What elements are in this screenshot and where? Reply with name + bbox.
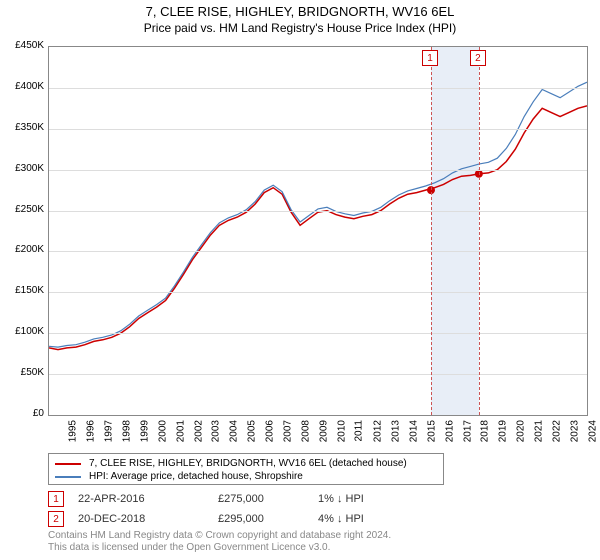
y-axis-label: £450K <box>4 40 44 51</box>
footer-line-2: This data is licensed under the Open Gov… <box>48 542 391 554</box>
x-axis-label: 2007 <box>282 420 293 442</box>
x-axis-label: 1999 <box>139 420 150 442</box>
grid-line <box>49 292 587 293</box>
x-axis-label: 2005 <box>247 420 258 442</box>
legend-swatch-hpi <box>55 476 81 478</box>
x-axis-label: 2001 <box>175 420 186 442</box>
x-axis-label: 1998 <box>121 420 132 442</box>
y-axis-label: £50K <box>4 367 44 378</box>
y-axis-label: £250K <box>4 204 44 215</box>
x-axis-label: 1995 <box>67 420 78 442</box>
grid-line <box>49 88 587 89</box>
x-axis-label: 2020 <box>516 420 527 442</box>
legend-row-property: 7, CLEE RISE, HIGHLEY, BRIDGNORTH, WV16 … <box>55 457 437 470</box>
grid-line <box>49 211 587 212</box>
legend-box: 7, CLEE RISE, HIGHLEY, BRIDGNORTH, WV16 … <box>48 453 444 485</box>
sale-vline <box>479 47 480 415</box>
sale-price-1: £275,000 <box>218 493 318 505</box>
footer-text: Contains HM Land Registry data © Crown c… <box>48 530 391 554</box>
sale-marker-2: 2 <box>48 511 64 527</box>
chart-title: 7, CLEE RISE, HIGHLEY, BRIDGNORTH, WV16 … <box>0 4 600 19</box>
title-area: 7, CLEE RISE, HIGHLEY, BRIDGNORTH, WV16 … <box>0 0 600 35</box>
x-axis-label: 2010 <box>336 420 347 442</box>
chart-plot-area <box>48 46 588 416</box>
chart-container: 7, CLEE RISE, HIGHLEY, BRIDGNORTH, WV16 … <box>0 0 600 560</box>
x-axis-label: 2003 <box>211 420 222 442</box>
series-line-property <box>49 106 587 350</box>
x-axis-label: 2017 <box>462 420 473 442</box>
x-axis-label: 2023 <box>569 420 580 442</box>
x-axis-label: 2014 <box>408 420 419 442</box>
sale-top-marker: 2 <box>470 50 486 66</box>
x-axis-label: 2024 <box>587 420 598 442</box>
grid-line <box>49 333 587 334</box>
y-axis-label: £0 <box>4 408 44 419</box>
sale-date-1: 22-APR-2016 <box>78 493 218 505</box>
sale-top-marker: 1 <box>422 50 438 66</box>
y-axis-label: £300K <box>4 163 44 174</box>
x-axis-label: 2006 <box>265 420 276 442</box>
series-line-hpi <box>49 82 587 347</box>
grid-line <box>49 374 587 375</box>
sale-price-2: £295,000 <box>218 513 318 525</box>
sale-marker-1: 1 <box>48 491 64 507</box>
legend-row-hpi: HPI: Average price, detached house, Shro… <box>55 470 437 483</box>
x-axis-label: 2019 <box>498 420 509 442</box>
y-axis-label: £200K <box>4 244 44 255</box>
x-axis-label: 2002 <box>193 420 204 442</box>
sale-row-1: 1 22-APR-2016 £275,000 1% ↓ HPI <box>48 491 364 507</box>
x-axis-label: 2011 <box>353 420 364 442</box>
x-axis-label: 1996 <box>85 420 96 442</box>
sale-diff-2: 4% ↓ HPI <box>318 513 364 525</box>
sale-date-2: 20-DEC-2018 <box>78 513 218 525</box>
footer-line-1: Contains HM Land Registry data © Crown c… <box>48 530 391 542</box>
y-axis-label: £400K <box>4 81 44 92</box>
x-axis-label: 2016 <box>444 420 455 442</box>
chart-svg <box>49 47 587 415</box>
sale-diff-1: 1% ↓ HPI <box>318 493 364 505</box>
sale-vline <box>431 47 432 415</box>
x-axis-label: 2012 <box>372 420 383 442</box>
x-axis-label: 2018 <box>480 420 491 442</box>
x-axis-label: 2009 <box>318 420 329 442</box>
sale-row-2: 2 20-DEC-2018 £295,000 4% ↓ HPI <box>48 511 364 527</box>
legend-label-hpi: HPI: Average price, detached house, Shro… <box>89 471 303 482</box>
legend-swatch-property <box>55 463 81 465</box>
grid-line <box>49 129 587 130</box>
x-axis-label: 1997 <box>103 420 114 442</box>
x-axis-label: 2000 <box>157 420 168 442</box>
legend-label-property: 7, CLEE RISE, HIGHLEY, BRIDGNORTH, WV16 … <box>89 458 407 469</box>
chart-subtitle: Price paid vs. HM Land Registry's House … <box>0 21 600 35</box>
grid-line <box>49 170 587 171</box>
x-axis-label: 2013 <box>390 420 401 442</box>
y-axis-label: £150K <box>4 285 44 296</box>
y-axis-label: £100K <box>4 326 44 337</box>
x-axis-label: 2021 <box>534 420 545 442</box>
x-axis-label: 2022 <box>551 420 562 442</box>
x-axis-label: 2008 <box>300 420 311 442</box>
y-axis-label: £350K <box>4 122 44 133</box>
x-axis-label: 2004 <box>229 420 240 442</box>
grid-line <box>49 251 587 252</box>
x-axis-label: 2015 <box>426 420 437 442</box>
